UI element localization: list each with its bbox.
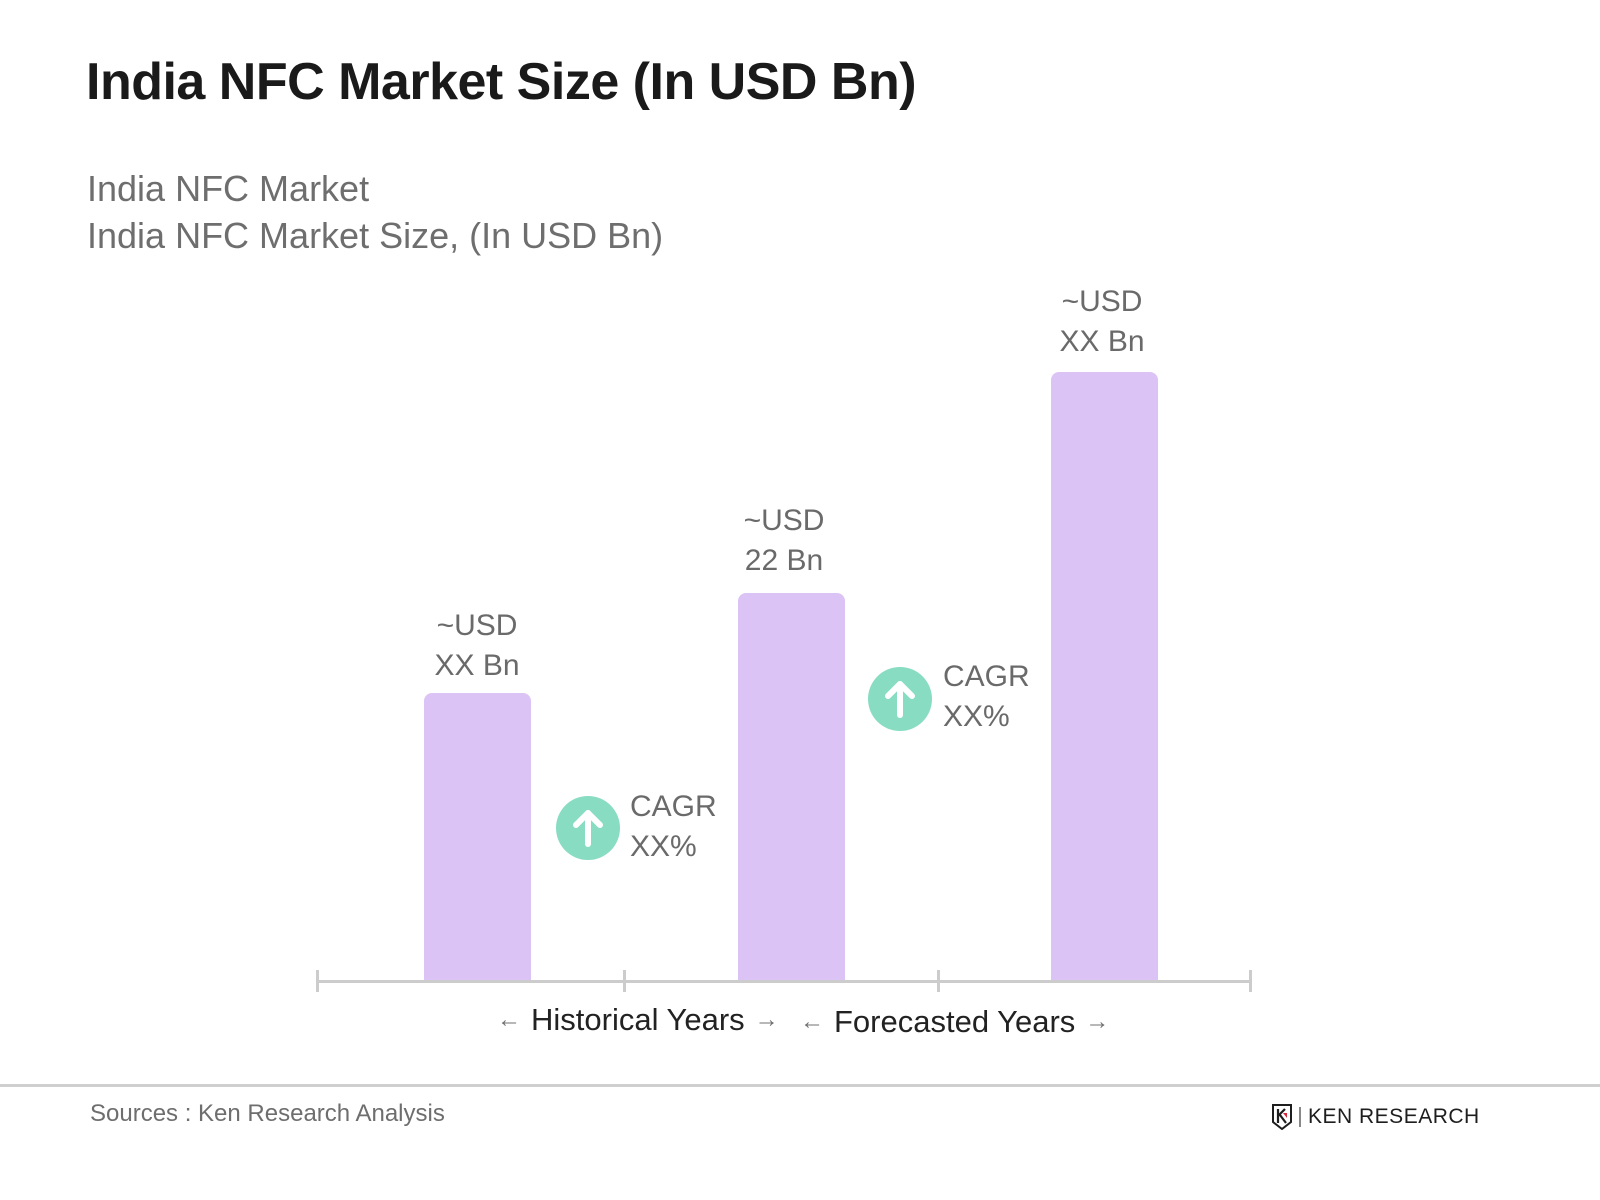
page-title: India NFC Market Size (In USD Bn)	[86, 53, 917, 111]
historical-years-label: ← Historical Years →	[497, 1002, 779, 1038]
bar-value-label: ~USD 22 Bn	[684, 501, 884, 581]
brand-name: KEN RESEARCH	[1308, 1105, 1480, 1128]
cagr-label: CAGR	[630, 790, 717, 823]
bar-label-prefix: ~USD	[743, 504, 825, 537]
axis-tick	[937, 970, 940, 992]
historical-years-text: Historical Years	[531, 1002, 745, 1037]
axis-tick	[316, 970, 319, 992]
axis-tick	[1249, 970, 1252, 992]
arrow-left-icon: ←	[800, 1008, 824, 1035]
forecasted-years-label: ← Forecasted Years →	[800, 1004, 1109, 1040]
ken-research-logo: KEN RESEARCH	[1272, 1104, 1480, 1130]
bar-label-value: XX Bn	[434, 649, 520, 682]
bar-label-value: 22 Bn	[744, 544, 824, 577]
chart-subtitle-metric: India NFC Market Size, (In USD Bn)	[87, 215, 664, 256]
source-note: Sources : Ken Research Analysis	[90, 1100, 445, 1127]
bar-value-label: ~USD XX Bn	[377, 606, 577, 686]
cagr-value: XX%	[943, 700, 1010, 733]
bar-historical	[424, 693, 531, 982]
bar-label-value: XX Bn	[1059, 325, 1145, 358]
cagr-value: XX%	[630, 830, 697, 863]
bar-label-prefix: ~USD	[436, 609, 518, 642]
chart-subtitle-market: India NFC Market	[87, 168, 370, 209]
logo-separator	[1299, 1107, 1301, 1127]
cagr-annotation: CAGR XX%	[630, 787, 717, 867]
bar-forecast	[1051, 372, 1158, 982]
ken-research-shield-icon	[1272, 1104, 1292, 1130]
cagr-annotation: CAGR XX%	[943, 657, 1030, 737]
axis-tick	[623, 970, 626, 992]
bar-value-label: ~USD XX Bn	[1002, 282, 1202, 362]
arrow-left-icon: ←	[497, 1006, 521, 1033]
arrow-right-icon: →	[754, 1006, 779, 1033]
arrow-up-icon	[868, 667, 932, 731]
footer-divider	[0, 1084, 1600, 1087]
x-axis-line	[317, 980, 1251, 983]
forecasted-years-text: Forecasted Years	[834, 1004, 1076, 1039]
arrow-right-icon: →	[1085, 1008, 1110, 1035]
arrow-up-icon	[556, 796, 620, 860]
bar-label-prefix: ~USD	[1061, 285, 1143, 318]
bar-base-year	[738, 593, 845, 982]
cagr-label: CAGR	[943, 660, 1030, 693]
